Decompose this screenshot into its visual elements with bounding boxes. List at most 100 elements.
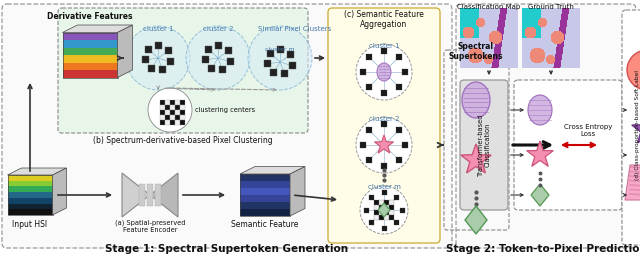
Polygon shape <box>8 181 52 187</box>
Polygon shape <box>465 206 487 234</box>
Text: (c) Semantic Feature
Aggregation: (c) Semantic Feature Aggregation <box>344 10 424 29</box>
Polygon shape <box>118 25 132 77</box>
Polygon shape <box>175 110 180 115</box>
Text: cluster 2: cluster 2 <box>369 116 399 122</box>
Polygon shape <box>369 220 374 225</box>
Polygon shape <box>205 46 212 53</box>
Polygon shape <box>156 42 163 49</box>
Polygon shape <box>374 200 379 205</box>
Polygon shape <box>180 100 185 105</box>
Polygon shape <box>396 54 402 60</box>
FancyBboxPatch shape <box>622 10 640 245</box>
Polygon shape <box>166 58 173 65</box>
Circle shape <box>627 50 640 90</box>
Polygon shape <box>379 200 384 205</box>
Ellipse shape <box>462 82 490 118</box>
Text: (b) Spectrum-derivative-based Pixel Clustering: (b) Spectrum-derivative-based Pixel Clus… <box>93 136 273 145</box>
Polygon shape <box>160 110 165 115</box>
Text: Semantic Feature: Semantic Feature <box>231 220 299 229</box>
Polygon shape <box>381 121 387 127</box>
Polygon shape <box>219 66 226 73</box>
Text: cluster 1: cluster 1 <box>369 43 399 49</box>
Polygon shape <box>165 110 170 115</box>
Polygon shape <box>240 195 290 202</box>
FancyBboxPatch shape <box>456 4 636 248</box>
Polygon shape <box>270 69 277 76</box>
Polygon shape <box>8 192 52 198</box>
Polygon shape <box>264 60 271 67</box>
FancyBboxPatch shape <box>514 80 622 210</box>
Polygon shape <box>8 209 52 215</box>
Polygon shape <box>155 184 161 206</box>
Polygon shape <box>366 84 372 90</box>
Text: (a) Spatial-preserved
Feature Encoder: (a) Spatial-preserved Feature Encoder <box>115 220 185 233</box>
Polygon shape <box>165 120 170 125</box>
Polygon shape <box>374 135 394 153</box>
Circle shape <box>356 44 412 100</box>
Polygon shape <box>150 173 178 217</box>
Text: cluster 1: cluster 1 <box>143 26 173 32</box>
Polygon shape <box>202 56 209 63</box>
Polygon shape <box>381 225 387 230</box>
Polygon shape <box>159 66 166 73</box>
Polygon shape <box>402 69 408 75</box>
Polygon shape <box>360 142 366 148</box>
Polygon shape <box>165 100 170 105</box>
Polygon shape <box>384 205 389 210</box>
Polygon shape <box>389 210 394 215</box>
Polygon shape <box>147 184 153 206</box>
Circle shape <box>148 88 192 132</box>
Polygon shape <box>63 55 118 62</box>
Polygon shape <box>63 62 118 70</box>
Text: Stage 1: Spectral Supertoken Generation: Stage 1: Spectral Supertoken Generation <box>106 244 349 254</box>
Polygon shape <box>290 166 305 216</box>
Polygon shape <box>240 181 290 188</box>
Text: Transformer-based
Classification: Transformer-based Classification <box>477 114 490 176</box>
Polygon shape <box>632 114 640 143</box>
Polygon shape <box>175 115 180 120</box>
Polygon shape <box>381 163 387 169</box>
Text: (d) Class-proportion-based Soft Label: (d) Class-proportion-based Soft Label <box>634 70 639 180</box>
Polygon shape <box>52 168 67 215</box>
FancyBboxPatch shape <box>58 8 308 133</box>
Polygon shape <box>389 205 394 210</box>
Text: Classification Map: Classification Map <box>458 4 520 10</box>
Polygon shape <box>63 70 118 77</box>
Polygon shape <box>180 115 185 120</box>
Polygon shape <box>225 47 232 54</box>
Polygon shape <box>63 40 118 47</box>
Polygon shape <box>384 200 389 205</box>
Circle shape <box>356 117 412 173</box>
Polygon shape <box>63 25 132 33</box>
Polygon shape <box>160 115 165 120</box>
Polygon shape <box>278 46 284 53</box>
Text: Derivative Features: Derivative Features <box>47 12 132 21</box>
Ellipse shape <box>528 95 552 125</box>
Polygon shape <box>180 105 185 110</box>
FancyBboxPatch shape <box>2 4 452 248</box>
Circle shape <box>248 26 312 90</box>
Polygon shape <box>396 157 402 163</box>
Text: Spectral
Supertokens: Spectral Supertokens <box>449 42 503 61</box>
Polygon shape <box>160 105 165 110</box>
Polygon shape <box>145 46 152 53</box>
Text: cluster 2: cluster 2 <box>203 26 233 32</box>
Polygon shape <box>227 58 234 65</box>
Polygon shape <box>165 47 172 54</box>
Polygon shape <box>625 165 640 200</box>
Polygon shape <box>175 105 180 110</box>
Polygon shape <box>170 100 175 105</box>
Polygon shape <box>374 215 379 220</box>
Polygon shape <box>170 105 175 110</box>
Polygon shape <box>364 207 369 213</box>
Polygon shape <box>180 110 185 115</box>
Polygon shape <box>240 174 290 181</box>
Ellipse shape <box>377 63 391 81</box>
Polygon shape <box>374 210 379 215</box>
Polygon shape <box>8 187 52 192</box>
Polygon shape <box>175 120 180 125</box>
FancyBboxPatch shape <box>328 8 440 243</box>
Polygon shape <box>139 184 145 206</box>
Polygon shape <box>8 198 52 204</box>
Polygon shape <box>287 51 294 58</box>
